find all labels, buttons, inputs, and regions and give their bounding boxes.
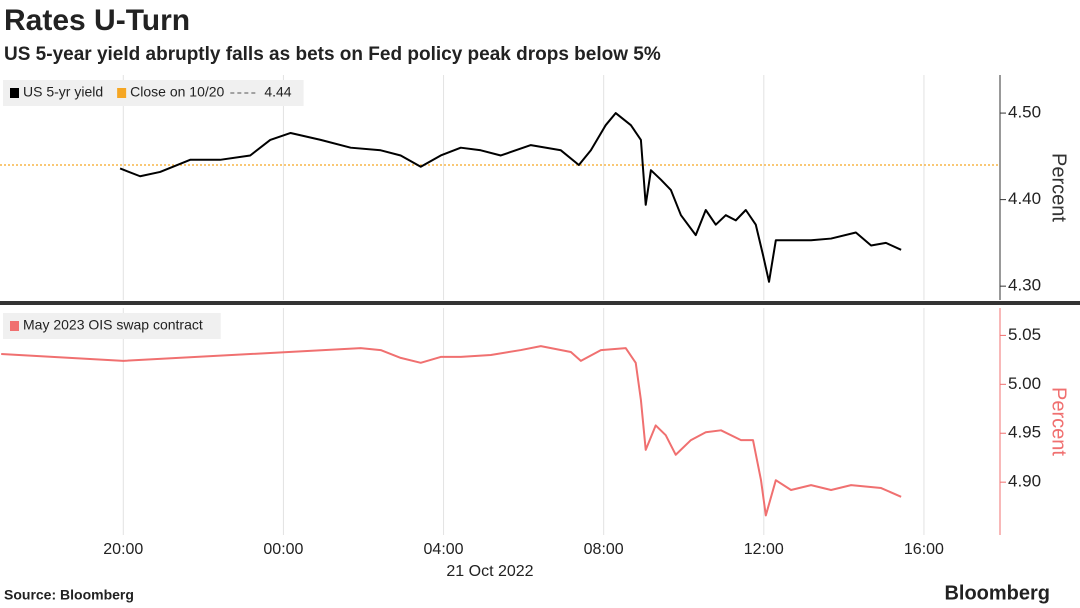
y-tick-label: 4.50: [1008, 103, 1041, 122]
x-tick-label: 12:00: [744, 541, 784, 558]
y-tick-label: 4.90: [1008, 472, 1041, 491]
y-axis-label: Percent: [1048, 153, 1070, 222]
date-label: 21 Oct 2022: [446, 563, 533, 580]
legend-label: US 5-yr yield: [23, 84, 103, 100]
y-tick-label: 5.00: [1008, 374, 1041, 393]
x-tick-label: 08:00: [584, 541, 624, 558]
legend-swatch: [10, 321, 19, 331]
legend: May 2023 OIS swap contract: [3, 313, 221, 339]
x-tick-label: 16:00: [904, 541, 944, 558]
y-tick-label: 5.05: [1008, 325, 1041, 344]
legend-value: 4.44: [264, 84, 291, 100]
x-tick-label: 00:00: [263, 541, 303, 558]
y-tick-label: 4.95: [1008, 423, 1041, 442]
x-tick-label: 20:00: [103, 541, 143, 558]
legend-swatch: [117, 88, 127, 98]
y-axis-label: Percent: [1048, 387, 1070, 456]
legend-box: [3, 313, 221, 339]
legend-label: Close on 10/20: [130, 84, 224, 100]
legend: US 5-yr yield Close on 10/20 4.44: [3, 80, 304, 106]
series-line: [119, 112, 902, 283]
source: Source: Bloomberg: [4, 587, 134, 603]
chart-subtitle: US 5-year yield abruptly falls as bets o…: [4, 44, 661, 65]
series-line: [1, 345, 902, 517]
panel-divider: [0, 301, 1080, 305]
chart-title: Rates U-Turn: [4, 4, 190, 37]
y-tick-label: 4.30: [1008, 276, 1041, 295]
y-tick-label: 4.40: [1008, 189, 1041, 208]
legend-label: May 2023 OIS swap contract: [23, 317, 203, 333]
legend-swatch: [10, 88, 19, 98]
x-tick-label: 04:00: [424, 541, 464, 558]
brand: Bloomberg: [944, 582, 1050, 604]
